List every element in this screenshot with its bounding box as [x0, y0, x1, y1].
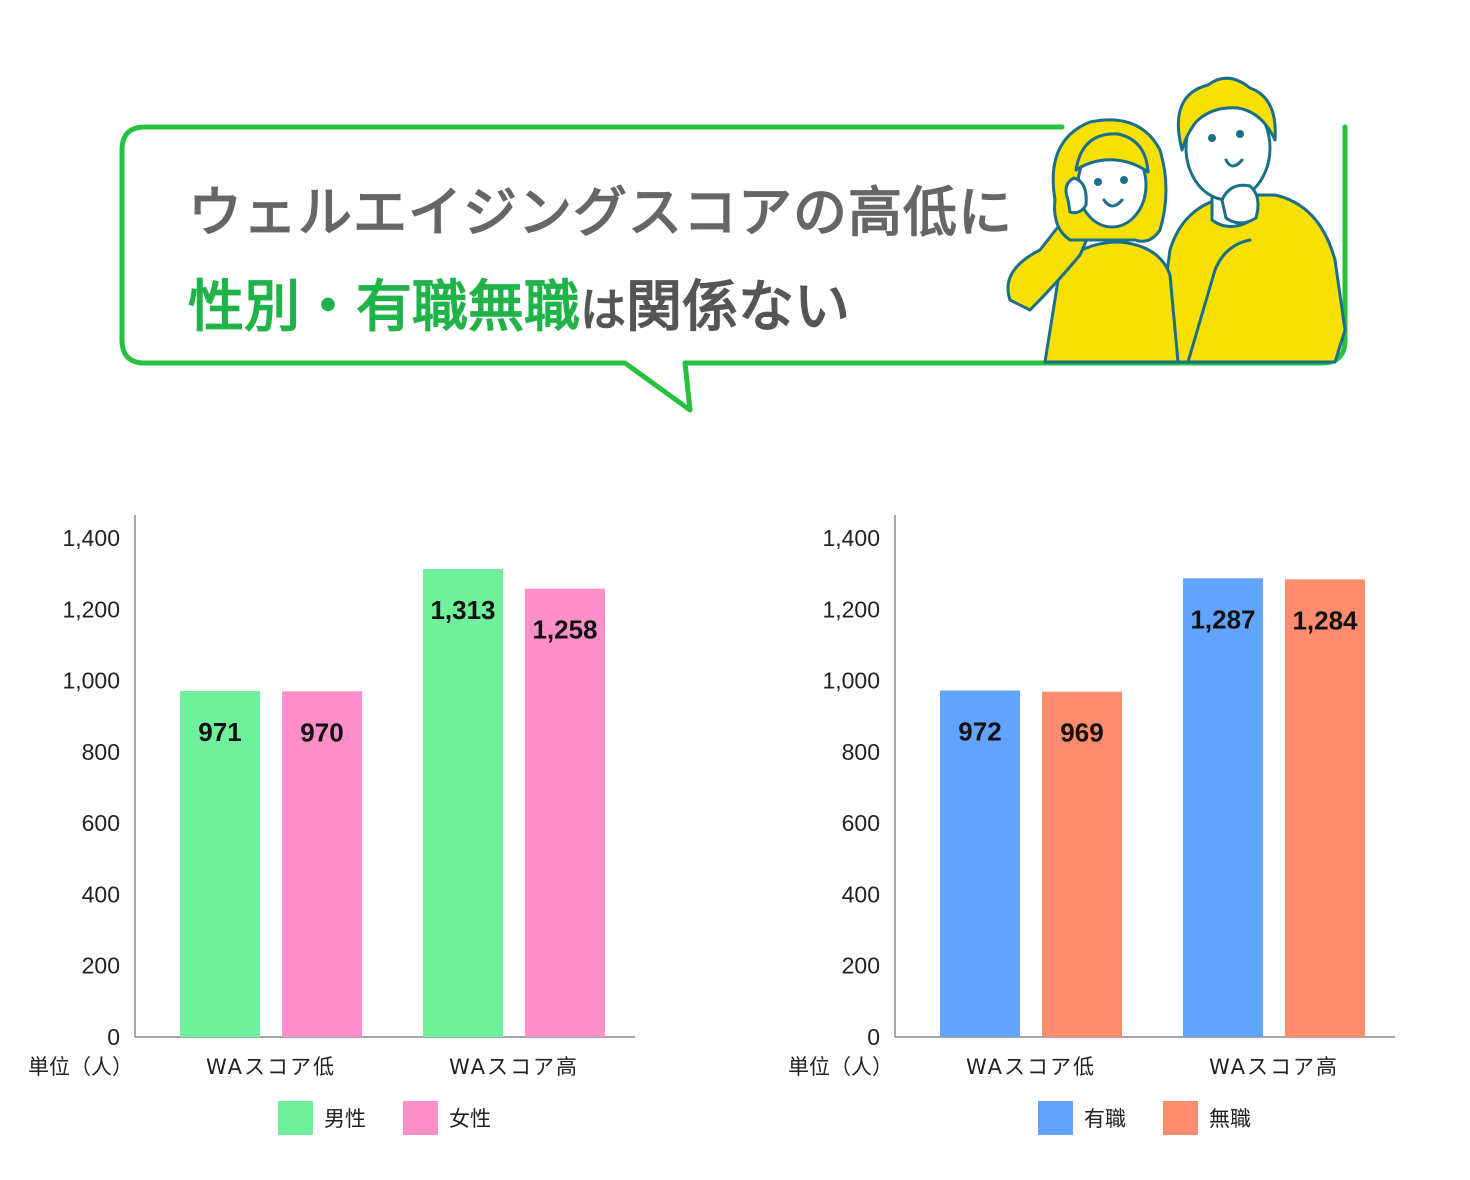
x-category-label: WAスコア高: [1209, 1055, 1339, 1079]
legend-label: 無職: [1209, 1107, 1251, 1131]
y-tick-label: 600: [842, 810, 880, 836]
y-tick-label: 1,000: [62, 668, 120, 694]
data-label: 970: [300, 717, 343, 747]
legend-label: 女性: [449, 1107, 491, 1131]
headline-particle-text: は: [580, 283, 626, 337]
chart-gender: 0 200 400 600 800 1,000 1,200 1,400 971 970 WAスコア低…: [28, 515, 635, 1135]
y-tick-label: 1,200: [62, 596, 120, 622]
headline-accent-text: 性別・有職無職: [188, 275, 580, 340]
bar-無職-1: [1285, 579, 1365, 1037]
y-tick-label: 200: [842, 953, 880, 979]
headline-banner: ウェルエイジングスコアの高低に 性別・有職無職は関係ない: [0, 0, 1470, 440]
legend-label: 男性: [324, 1107, 366, 1131]
headline-line-1-text: ウェルエイジングスコアの高低に: [188, 180, 1013, 244]
unit-label: 単位（人）: [28, 1055, 133, 1079]
y-tick-label: 200: [82, 953, 120, 979]
bar-無職-0: [1042, 691, 1122, 1037]
bar-女性-1: [525, 588, 605, 1037]
speech-bubble: [119, 76, 1348, 413]
y-tick-label: 400: [82, 881, 120, 907]
legend-swatch: [403, 1101, 438, 1135]
bar-有職-1: [1183, 578, 1263, 1037]
headline-line-2: 性別・有職無職は関係ない: [188, 262, 850, 343]
unit-label: 単位（人）: [788, 1055, 893, 1079]
y-tick-label: 800: [82, 739, 120, 765]
y-tick-label: 400: [842, 881, 880, 907]
data-label: 1,284: [1292, 605, 1358, 635]
data-label: 1,258: [532, 615, 597, 645]
legend-label: 有職: [1084, 1107, 1126, 1131]
legend-swatch: [1038, 1101, 1073, 1135]
chart-employment: 0 200 400 600 800 1,000 1,200 1,400 972 969 WAスコア低…: [788, 515, 1395, 1135]
y-tick-label: 1,000: [822, 668, 880, 694]
couple-surprised-illustration: [1006, 76, 1347, 364]
headline-rest-text: 関係ない: [626, 274, 850, 340]
bar-有職-0: [940, 690, 1020, 1037]
data-label: 972: [958, 717, 1001, 747]
data-label: 971: [198, 717, 241, 747]
y-tick-label: 1,400: [822, 525, 880, 551]
y-tick-label: 600: [82, 810, 120, 836]
y-tick-label: 1,400: [62, 525, 120, 551]
x-category-label: WAスコア低: [206, 1055, 336, 1079]
legend-swatch: [278, 1101, 313, 1135]
y-tick-label: 0: [107, 1024, 120, 1050]
data-label: 969: [1060, 718, 1103, 748]
y-tick-label: 800: [842, 739, 880, 765]
data-label: 1,287: [1190, 604, 1255, 634]
y-tick-label: 0: [867, 1024, 880, 1050]
bar-女性-0: [282, 691, 362, 1037]
legend-swatch: [1163, 1101, 1198, 1135]
speech-bubble-outline: [119, 124, 1348, 413]
x-category-label: WAスコア高: [449, 1055, 579, 1079]
bar-男性-0: [180, 690, 260, 1037]
bar-男性-1: [423, 569, 503, 1037]
x-category-label: WAスコア低: [966, 1055, 1096, 1079]
data-label: 1,313: [430, 595, 495, 625]
y-tick-label: 1,200: [822, 596, 880, 622]
headline-line-1: ウェルエイジングスコアの高低に: [188, 168, 1013, 247]
